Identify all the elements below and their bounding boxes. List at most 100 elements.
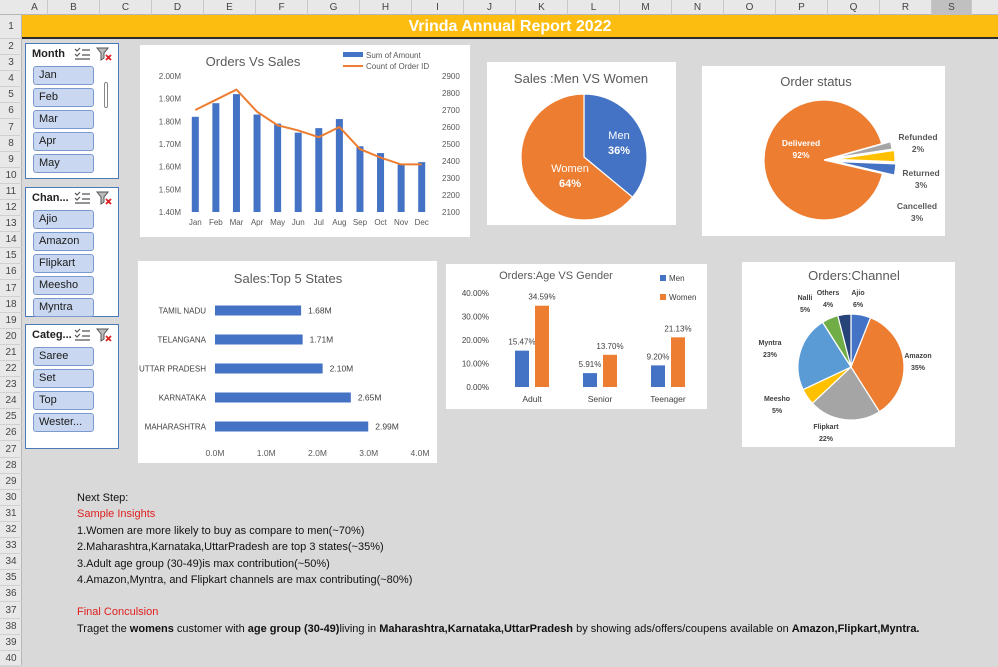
row-header[interactable]: 10 [0, 168, 22, 184]
column-header[interactable]: B [48, 0, 100, 15]
report-title-banner[interactable]: Vrinda Annual Report 2022 [22, 15, 998, 39]
column-header[interactable]: E [204, 0, 256, 15]
row-header[interactable]: 15 [0, 248, 22, 265]
row-header[interactable]: 36 [0, 586, 22, 603]
category-label: TELANGANA [158, 336, 207, 345]
slice-label: Returned [902, 168, 939, 178]
row-header[interactable]: 29 [0, 474, 22, 490]
row-header[interactable]: 4 [0, 71, 22, 88]
row-header[interactable]: 7 [0, 120, 22, 136]
row-header[interactable]: 19 [0, 313, 22, 329]
slicer-item[interactable]: Jan [33, 66, 94, 85]
slicer-item[interactable]: Top [33, 391, 94, 410]
row-header[interactable]: 38 [0, 619, 22, 635]
slicer-scrollbar[interactable] [104, 82, 108, 108]
column-header[interactable]: D [152, 0, 204, 15]
row-header[interactable]: 11 [0, 184, 22, 200]
row-header[interactable]: 35 [0, 570, 22, 587]
y-tick-label: 10.00% [462, 360, 489, 369]
slicer-item[interactable]: Apr [33, 132, 94, 151]
category-slicer[interactable]: Categ... Saree Set Top Wester... [25, 324, 119, 449]
column-header[interactable]: N [672, 0, 724, 15]
row-header[interactable]: 34 [0, 554, 22, 571]
top-states-chart[interactable]: Sales:Top 5 States TAMIL NADU 1.68M TELANGA… [138, 261, 437, 463]
row-header[interactable]: 22 [0, 361, 22, 378]
column-header[interactable]: S [932, 0, 972, 15]
bar [191, 116, 199, 212]
orders-vs-sales-chart[interactable]: Orders Vs Sales 2.00M 1.90M 1.80M 1.70M 1.60M… [140, 45, 470, 237]
chart-title: Sales:Top 5 States [234, 271, 343, 286]
column-header[interactable]: G [308, 0, 360, 15]
slicer-item[interactable]: Set [33, 369, 94, 388]
row-header[interactable]: 26 [0, 425, 22, 442]
sales-men-women-chart[interactable]: Sales :Men VS Women Men 36% Women 64% [487, 62, 676, 225]
row-header[interactable]: 18 [0, 297, 22, 313]
row-header[interactable]: 9 [0, 152, 22, 168]
column-header[interactable]: K [516, 0, 568, 15]
row-header[interactable]: 16 [0, 264, 22, 281]
row-header[interactable]: 1 [0, 15, 22, 39]
row-header[interactable]: 33 [0, 538, 22, 555]
slicer-item[interactable]: Saree [33, 347, 94, 366]
column-header[interactable]: P [776, 0, 828, 15]
row-header[interactable]: 2 [0, 39, 22, 56]
row-header[interactable]: 20 [0, 329, 22, 345]
column-header[interactable]: F [256, 0, 308, 15]
row-header[interactable]: 30 [0, 490, 22, 506]
column-header[interactable]: M [620, 0, 672, 15]
column-header[interactable]: Q [828, 0, 880, 15]
row-header[interactable]: 40 [0, 651, 22, 667]
column-header[interactable]: J [464, 0, 516, 15]
y-tick-label: 1.50M [159, 185, 182, 194]
row-header[interactable]: 12 [0, 200, 22, 217]
slicer-item[interactable]: Meesho [33, 276, 94, 295]
multi-select-icon[interactable] [74, 191, 90, 204]
channel-slicer[interactable]: Chan... Ajio Amazon Flipkart Meesho Myntra [25, 187, 119, 317]
multi-select-icon[interactable] [74, 328, 90, 341]
row-header[interactable]: 25 [0, 409, 22, 426]
slicer-item[interactable]: Ajio [33, 210, 94, 229]
row-header[interactable]: 39 [0, 635, 22, 651]
column-header[interactable]: O [724, 0, 776, 15]
column-header[interactable]: R [880, 0, 932, 15]
slicer-item[interactable]: Feb [33, 88, 94, 107]
month-slicer[interactable]: Month Jan Feb Mar Apr May [25, 43, 119, 179]
row-header[interactable]: 24 [0, 393, 22, 410]
x-tick-label: Jul [314, 218, 324, 227]
row-header[interactable]: 32 [0, 522, 22, 539]
row-header[interactable]: 28 [0, 458, 22, 474]
row-header[interactable]: 37 [0, 603, 22, 619]
clear-filter-icon[interactable] [96, 191, 112, 205]
column-header[interactable]: I [412, 0, 464, 15]
row-header[interactable]: 14 [0, 232, 22, 249]
column-header[interactable]: C [100, 0, 152, 15]
slicer-item[interactable]: May [33, 154, 94, 173]
column-header[interactable]: L [568, 0, 620, 15]
row-header[interactable]: 13 [0, 216, 22, 233]
order-status-chart[interactable]: Order status Delivered 92% Refunded 2% Return… [702, 66, 945, 236]
multi-select-icon[interactable] [74, 47, 90, 60]
row-header[interactable]: 8 [0, 136, 22, 152]
slicer-item[interactable]: Mar [33, 110, 94, 129]
column-header[interactable]: H [360, 0, 412, 15]
row-header[interactable]: 21 [0, 345, 22, 361]
column-header[interactable]: A [22, 0, 48, 15]
slicer-item[interactable]: Amazon [33, 232, 94, 251]
next-step-label: Next Step: [77, 492, 129, 504]
clear-filter-icon[interactable] [96, 47, 112, 61]
slicer-item[interactable]: Myntra [33, 298, 94, 317]
row-header[interactable]: 17 [0, 281, 22, 297]
row-header[interactable]: 23 [0, 377, 22, 394]
slicer-item[interactable]: Flipkart [33, 254, 94, 273]
slicer-item[interactable]: Wester... [33, 413, 94, 432]
age-gender-chart[interactable]: Orders:Age VS Gender 40.00% 30.00% 20.00% 10… [446, 264, 707, 409]
row-header[interactable]: 3 [0, 55, 22, 72]
conclusion-part: living in [339, 622, 380, 635]
row-header[interactable]: 31 [0, 506, 22, 522]
row-header[interactable]: 27 [0, 442, 22, 458]
orders-channel-chart[interactable]: Orders:Channel Ajio 6% Amazon 35% Flipkart 22%… [742, 262, 955, 447]
row-header[interactable]: 6 [0, 103, 22, 120]
slicer-title: Categ... [32, 329, 72, 341]
row-header[interactable]: 5 [0, 87, 22, 104]
clear-filter-icon[interactable] [96, 328, 112, 342]
